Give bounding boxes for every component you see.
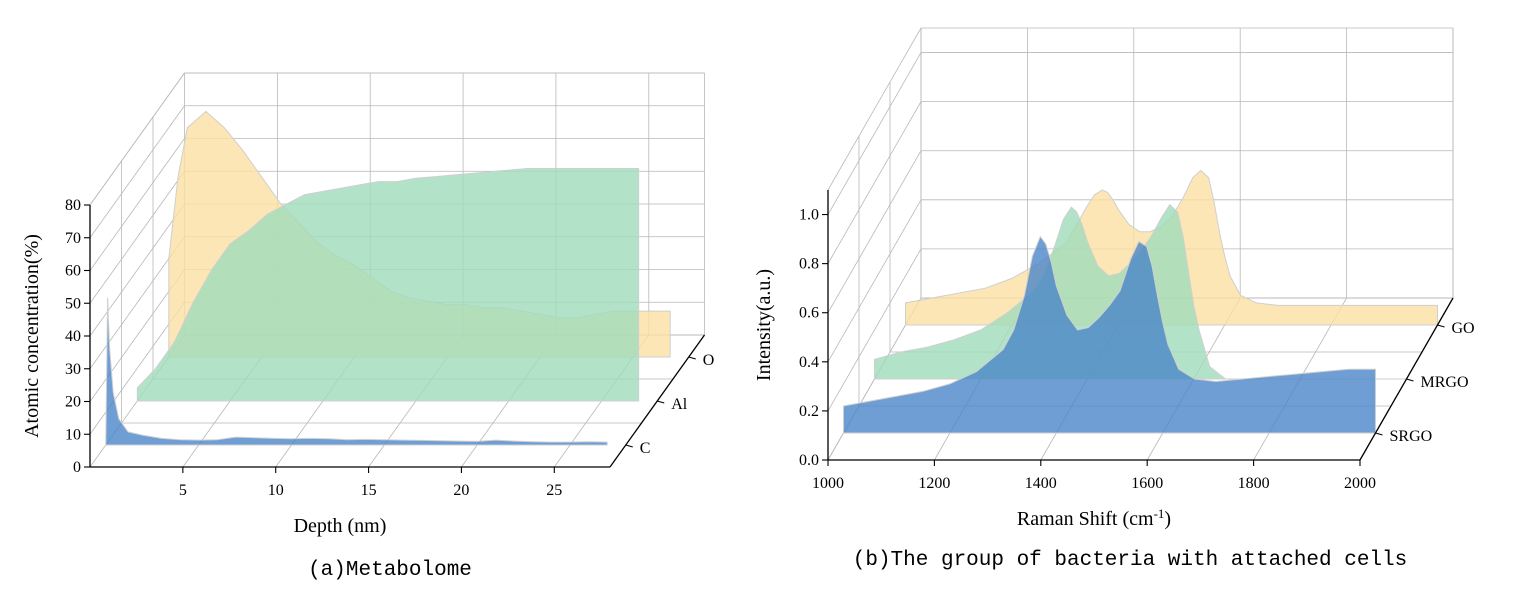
y-tick-label: 0.0 [799,452,819,469]
y-tick-label: 0.2 [799,403,819,420]
y-tick-label: 80 [65,197,81,214]
series-label-srgo: SRGO [1390,428,1433,445]
side-grid-5 [827,52,922,215]
x-tick-label: 15 [361,482,377,499]
side-grid-5 [89,171,185,304]
x-axis-title: Raman Shift (cm-1) [1017,506,1171,531]
y-tick-label: 60 [65,263,81,280]
series-area-al [136,168,640,402]
series-label-mrgo: MRGO [1421,374,1469,391]
x-tick-label: 1600 [1131,475,1163,492]
side-grid-2 [827,199,922,363]
y-tick-label: 10 [65,426,81,443]
y-tick-label: 40 [65,328,81,345]
series-label-c: C [640,440,651,457]
x-axis-title: Depth (nm) [294,515,387,537]
y-tick-label: 1.0 [799,207,819,224]
panel-caption: (a)Metabolome [308,559,472,582]
x-tick-label: 1800 [1238,475,1270,492]
y-axis-title: Intensity(a.u.) [753,269,775,381]
y-tick-label: 0.6 [799,305,819,322]
panel-a-metabolome-chart: 0 10 20 30 40 50 60 70 80 5 10 15 20 25 C Al O Depth (nm)… [21,72,715,582]
panel-b-raman-chart: 0.0 0.2 0.4 0.6 0.8 1.0 1000 1200 1400 1600 1800 20… [753,27,1475,572]
series-label-al: Al [671,396,688,413]
side-grid-3 [827,150,922,313]
x-tick-label: 1000 [812,475,844,492]
y-tick-label: 70 [65,230,81,247]
series-area-srgo [843,235,1376,434]
side-grid-4 [827,101,922,264]
x-axis-title-text: Depth (nm) [294,515,387,537]
depth-tick-1 [1406,378,1414,382]
side-grid-7 [89,105,185,238]
series-label-o: O [703,352,715,369]
depth-tick-0 [625,444,633,448]
y-axis-title: Atomic concentration(%) [21,234,43,438]
x-axis-title-superscript: -1 [1154,506,1165,521]
x-axis-title-suffix: ) [1164,508,1171,530]
y-tick-label: 50 [65,295,81,312]
x-tick-label: 1200 [918,475,950,492]
side-grid-top [89,72,185,206]
side-grid-top [827,27,922,191]
y-tick-label: 0.8 [799,256,819,273]
series-label-go: GO [1452,320,1475,337]
depth-tick-2 [1437,324,1445,328]
depth-tick-2 [688,356,696,360]
side-grid-4 [89,203,185,337]
panel-caption: (b)The group of bacteria with attached c… [853,549,1408,572]
y-tick-label: 0.4 [799,354,819,371]
y-tick-label: 0 [73,459,81,476]
x-axis-title-text: Raman Shift (cm [1017,508,1154,530]
x-tick-label: 25 [546,482,562,499]
depth-tick-1 [657,400,665,404]
x-tick-label: 10 [268,482,284,499]
x-tick-label: 2000 [1344,475,1376,492]
series-area-c [105,297,608,446]
y-tick-label: 20 [65,394,81,411]
depth-tick-0 [1375,432,1383,436]
x-tick-label: 1400 [1025,475,1057,492]
side-grid-6 [89,138,185,271]
side-grid-1 [827,248,922,412]
x-tick-label: 5 [179,482,187,499]
y-tick-label: 30 [65,361,81,378]
x-tick-label: 20 [453,482,469,499]
